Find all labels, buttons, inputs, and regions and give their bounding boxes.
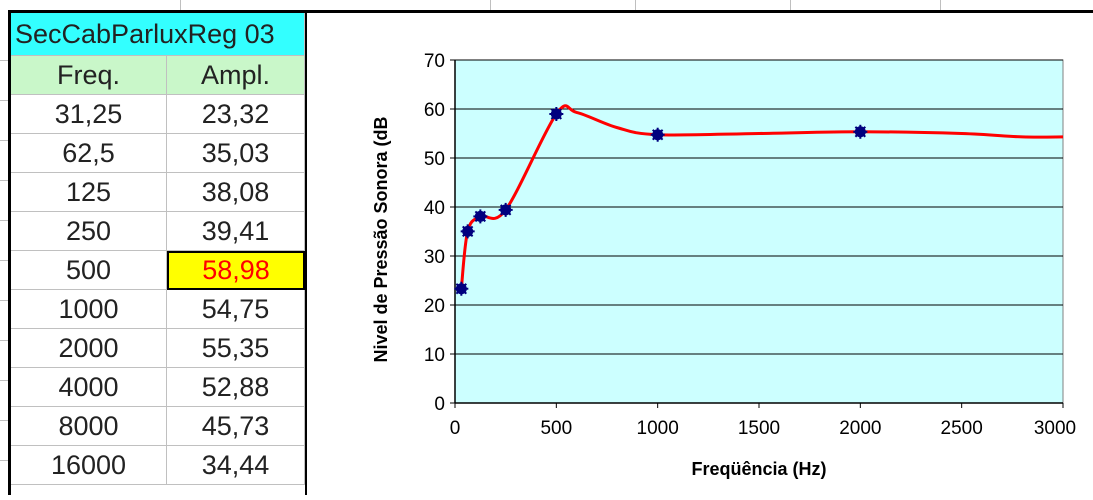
y-tick-label: 20: [424, 296, 445, 317]
x-axis-label: Freqüência (Hz): [691, 459, 826, 479]
freq-cell[interactable]: 62,5: [11, 134, 167, 173]
ampl-cell[interactable]: 39,41: [167, 212, 305, 251]
y-tick-label: 10: [424, 345, 445, 366]
row-divider: [0, 460, 8, 461]
cell-text: 34,44: [201, 449, 270, 480]
x-tick-label: 0: [450, 418, 461, 439]
data-point: [853, 124, 868, 139]
row-divider: [0, 300, 8, 301]
freq-cell[interactable]: 125: [11, 173, 167, 212]
cell-text: 500: [65, 254, 112, 285]
axes: [454, 60, 1063, 404]
row-divider: [0, 140, 8, 141]
x-tick-label: 500: [540, 418, 572, 439]
row-divider: [0, 100, 8, 101]
freq-cell[interactable]: 8000: [11, 407, 167, 446]
gridlines: [450, 59, 1064, 408]
data-point: [460, 224, 475, 239]
chart-area[interactable]: 0 10 20 30 40 50 60 70 0 500 1000 1500 2000 2500 3000 …: [305, 10, 1093, 495]
tick-labels: 0 10 20 30 40 50 60 70 0 500 1000 1500 2000 2500 3000: [424, 51, 1076, 439]
freq-cell[interactable]: 1000: [11, 290, 167, 329]
cell-text: 58,98: [202, 255, 270, 285]
cell-text: 1000: [58, 293, 119, 324]
data-point: [498, 202, 513, 217]
freq-cell[interactable]: 31,25: [11, 95, 167, 134]
cell-text: 38,08: [201, 176, 270, 207]
y-tick-label: 40: [424, 198, 445, 219]
data-point: [650, 127, 665, 142]
table-title: SecCabParluxReg 03: [15, 18, 275, 49]
freq-cell[interactable]: 500: [11, 251, 167, 290]
cell-text: 35,03: [201, 137, 270, 168]
ampl-cell[interactable]: 54,75: [167, 290, 305, 329]
column-divider: [490, 0, 491, 10]
header-freq[interactable]: Freq.: [11, 56, 167, 95]
row-divider: [0, 340, 8, 341]
row-divider: [0, 260, 8, 261]
cell-text: 250: [65, 215, 112, 246]
plot-area: [454, 59, 1064, 404]
y-tick-label: 30: [424, 247, 445, 268]
ampl-cell[interactable]: 23,32: [167, 95, 305, 134]
x-tick-label: 2500: [941, 418, 983, 439]
ampl-cell[interactable]: 52,88: [167, 368, 305, 407]
ampl-cell[interactable]: 34,44: [167, 446, 305, 485]
data-point: [549, 106, 564, 121]
column-divider: [940, 0, 941, 10]
table-title-cell[interactable]: SecCabParluxReg 03: [11, 13, 305, 56]
y-axis-label: Nivel de Pressão Sonora (dB: [371, 116, 391, 362]
row-divider: [0, 60, 8, 61]
header-ampl[interactable]: Ampl.: [167, 56, 305, 95]
cell-text: Ampl.: [200, 59, 271, 90]
ampl-cell[interactable]: 38,08: [167, 173, 305, 212]
x-tick-label: 1500: [738, 418, 780, 439]
freq-cell[interactable]: 2000: [11, 329, 167, 368]
y-tick-label: 60: [424, 100, 445, 121]
column-divider: [790, 0, 791, 10]
cell-text: 2000: [58, 332, 119, 363]
data-point: [473, 209, 488, 224]
row-divider: [0, 420, 8, 421]
freq-cell[interactable]: 4000: [11, 368, 167, 407]
x-tick-label: 1000: [637, 418, 679, 439]
cell-text: 39,41: [201, 215, 270, 246]
cell-text: 62,5: [62, 137, 115, 168]
cell-text: 45,73: [201, 410, 270, 441]
cell-text: 54,75: [201, 293, 270, 324]
y-tick-label: 0: [434, 394, 445, 415]
cell-text: 8000: [58, 410, 119, 441]
ampl-cell[interactable]: 55,35: [167, 329, 305, 368]
cell-text: 52,88: [201, 371, 270, 402]
row-divider: [0, 380, 8, 381]
column-divider: [180, 0, 181, 10]
cell-text: 4000: [58, 371, 119, 402]
freq-cell[interactable]: 16000: [11, 446, 167, 485]
cell-text: Freq.: [56, 59, 121, 90]
column-divider: [635, 0, 636, 10]
cell-text: 125: [65, 176, 112, 207]
ampl-cell-selected[interactable]: 58,98: [167, 251, 305, 290]
row-divider: [0, 220, 8, 221]
data-table: SecCabParluxReg 03 Freq. Ampl. 31,25 23,32 6…: [8, 10, 305, 495]
x-tick-label: 3000: [1034, 418, 1076, 439]
x-tick-label: 2000: [839, 418, 881, 439]
cell-text: 55,35: [201, 332, 270, 363]
data-markers: [454, 106, 868, 296]
cell-text: 23,32: [201, 98, 270, 129]
y-tick-label: 70: [424, 51, 445, 72]
ampl-cell[interactable]: 45,73: [167, 407, 305, 446]
ampl-cell[interactable]: 35,03: [167, 134, 305, 173]
cell-text: 16000: [50, 449, 127, 480]
row-divider: [0, 180, 8, 181]
freq-cell[interactable]: 250: [11, 212, 167, 251]
cell-text: 31,25: [54, 98, 123, 129]
y-tick-label: 50: [424, 149, 445, 170]
data-point: [454, 281, 469, 296]
